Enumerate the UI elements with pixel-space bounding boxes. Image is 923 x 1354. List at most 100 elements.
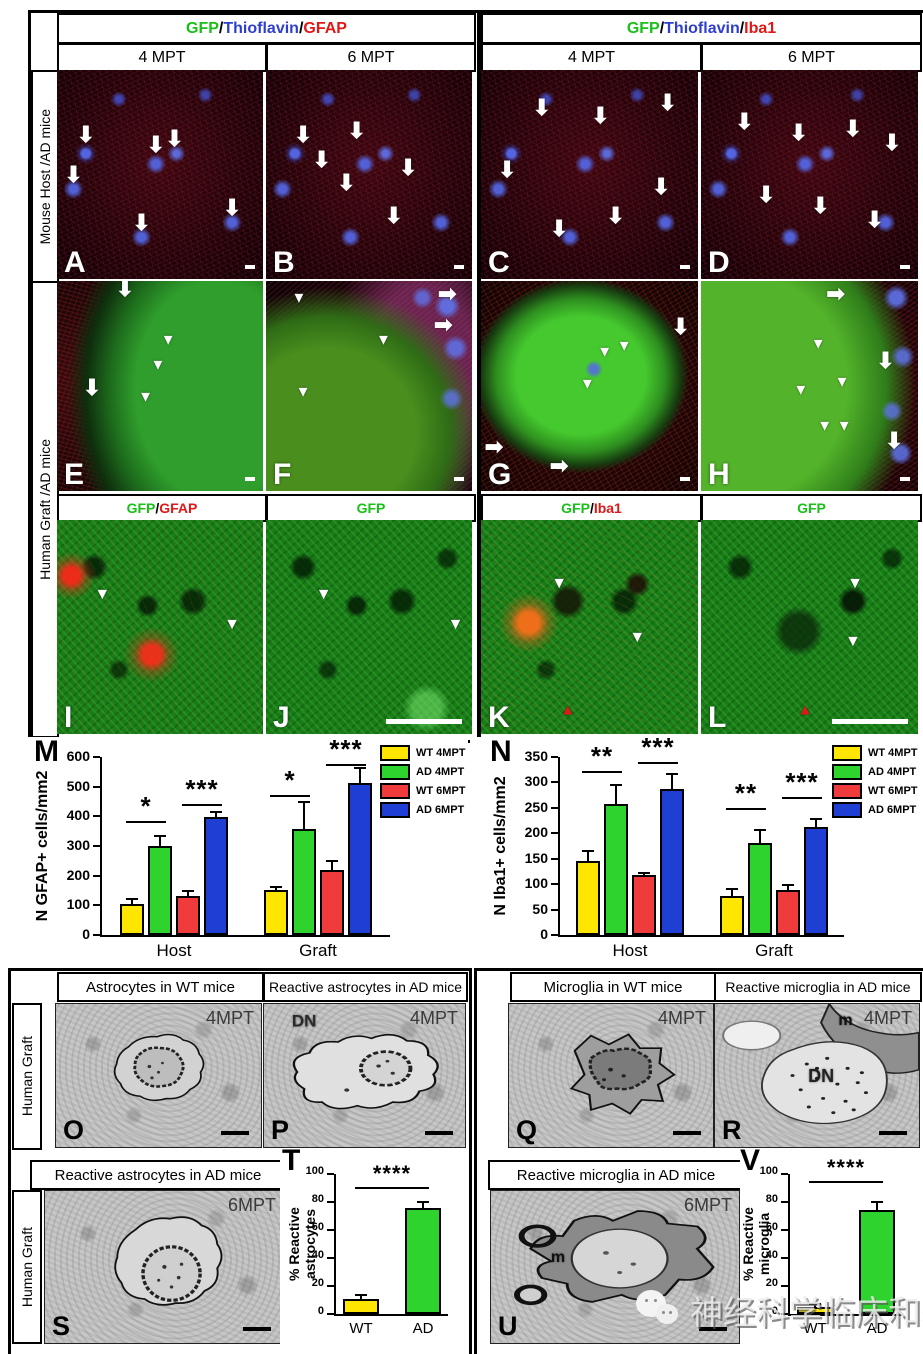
error-bar bbox=[759, 829, 761, 843]
arrowhead-marker-icon: ▼ bbox=[836, 417, 852, 435]
significance-stars: ** bbox=[734, 777, 758, 808]
significance-line bbox=[270, 794, 310, 797]
col-header-4mpt-right: 4 MPT bbox=[481, 43, 702, 72]
y-tick-label: 250 bbox=[524, 798, 548, 815]
y-tick-label: 100 bbox=[524, 875, 548, 892]
significance-line bbox=[126, 820, 166, 823]
y-tick-mark bbox=[551, 806, 558, 809]
scale-bar-em bbox=[673, 1131, 701, 1135]
arrowhead-marker-icon: ▼ bbox=[150, 356, 166, 374]
error-bar bbox=[731, 889, 733, 896]
em-panel-O: O 4MPT bbox=[55, 1003, 262, 1148]
astrocyte-cell-outline bbox=[113, 1034, 205, 1102]
em-panel-R: R 4MPT m DN bbox=[714, 1003, 920, 1148]
y-tick-mark bbox=[93, 934, 100, 936]
fluorescence-panel-F: F ▼ ▼ ▼ ➡ ➡ bbox=[266, 281, 472, 491]
legend-item: AD 4MPT bbox=[832, 764, 916, 780]
panel-letter: U bbox=[498, 1311, 518, 1341]
scale-bar bbox=[245, 477, 255, 481]
header-part: Iba1 bbox=[744, 19, 777, 37]
time-label: 4MPT bbox=[657, 1008, 706, 1028]
significance-stars: ** bbox=[590, 741, 614, 772]
error-bar-cap bbox=[126, 898, 138, 901]
arrowhead-marker-icon: ▼ bbox=[138, 388, 154, 405]
error-bar bbox=[815, 818, 817, 828]
y-axis-label: N Iba1+ cells/mm2 bbox=[492, 776, 509, 916]
panel-letter: F bbox=[273, 458, 292, 491]
header-part: / bbox=[155, 500, 160, 516]
arrowhead-marker-icon: ▼ bbox=[579, 375, 595, 393]
error-bar-cap bbox=[638, 872, 650, 875]
col-header-4mpt-left: 4 MPT bbox=[57, 43, 267, 72]
arrowhead-marker-icon: ▼ bbox=[834, 373, 850, 391]
y-tick-mark bbox=[781, 1257, 788, 1259]
error-bar-cap bbox=[809, 1302, 821, 1305]
em-panel-Q: Q 4MPT bbox=[508, 1003, 714, 1148]
x-category-label: Host bbox=[156, 941, 192, 960]
significance-line bbox=[326, 763, 366, 766]
scale-bar-em bbox=[879, 1131, 907, 1135]
y-axis-label: N GFAP+ cells/mm2 bbox=[34, 770, 51, 922]
row-label-text: Human Graft /AD mice bbox=[37, 439, 53, 580]
bar bbox=[320, 870, 344, 935]
arrow-marker-icon: ⬇ bbox=[882, 130, 902, 156]
arrow-marker-icon: ➡ bbox=[433, 312, 453, 338]
bar bbox=[720, 895, 744, 935]
legend-label: AD 4MPT bbox=[416, 766, 465, 778]
arrow-marker-icon: ⬇ bbox=[398, 155, 418, 181]
y-tick-mark bbox=[93, 874, 100, 877]
row-label-human-graft-em1: Human Graft bbox=[12, 1003, 42, 1150]
arrow-marker-icon: ➡ bbox=[826, 281, 845, 306]
col-header-6mpt-left: 6 MPT bbox=[266, 43, 476, 72]
error-bar-cap bbox=[417, 1201, 429, 1203]
arrowhead-marker-icon: ▼ bbox=[847, 575, 863, 593]
reactive-astrocyte-outline bbox=[113, 1216, 223, 1306]
chart-plot: WT AD **** bbox=[781, 1155, 902, 1337]
legend-label: WT 4MPT bbox=[416, 747, 466, 759]
error-bar bbox=[671, 773, 673, 789]
y-tick-label: 0 bbox=[82, 926, 90, 942]
significance-stars: *** bbox=[185, 774, 219, 805]
chart-letter-M: M bbox=[34, 735, 59, 768]
row-label-human-graft-top: Human Graft /AD mice bbox=[31, 281, 59, 738]
legend-swatch bbox=[380, 802, 410, 818]
em-header-reactive-astro-6mpt: Reactive astrocytes in AD mice bbox=[30, 1160, 286, 1190]
fluorescence-panel-L: L ▼ ▼ ▲ bbox=[701, 520, 918, 734]
arrow-marker-icon: ⬇ bbox=[64, 161, 83, 187]
y-tick-mark bbox=[551, 934, 558, 936]
arrow-marker-icon: ⬇ bbox=[337, 169, 356, 195]
error-bar-cap bbox=[610, 783, 622, 786]
y-tick-label: 300 bbox=[524, 773, 548, 790]
fluorescence-panel-I: I ▼ ▼ bbox=[57, 520, 263, 734]
significance-line bbox=[638, 762, 678, 765]
watermark-text: 神经科学临床和基础 bbox=[690, 1294, 923, 1331]
legend-label: WT 4MPT bbox=[868, 747, 918, 759]
bar bbox=[632, 875, 656, 935]
bar bbox=[859, 1210, 895, 1314]
legend-label: AD 6MPT bbox=[416, 804, 465, 816]
error-bar-cap bbox=[754, 828, 766, 831]
reactive-astrocyte-outline bbox=[292, 1034, 439, 1110]
x-category-label: WT bbox=[803, 1320, 827, 1337]
y-tick-mark bbox=[93, 904, 100, 907]
y-tick-label: 300 bbox=[66, 837, 90, 853]
error-bar bbox=[787, 884, 789, 891]
arrowhead-marker-icon: ▼ bbox=[94, 585, 111, 603]
fluorescence-panel-K: K ▼ ▼ ▲ bbox=[481, 520, 698, 734]
arrow-marker-icon: ⬇ bbox=[532, 94, 551, 120]
bar bbox=[176, 896, 200, 935]
arrow-marker-icon: ➡ bbox=[484, 433, 504, 459]
sub-header-gfp-gfap: GFP / GFAP bbox=[57, 494, 267, 522]
error-bar-cap bbox=[210, 811, 222, 814]
channel-header-iba1: GFP / Thioflavin / Iba1 bbox=[481, 13, 922, 44]
arrow-marker-icon: ⬇ bbox=[606, 203, 625, 229]
significance-line bbox=[809, 1181, 883, 1183]
error-bar bbox=[215, 812, 217, 817]
scale-bar-em bbox=[699, 1327, 727, 1331]
row-label-human-graft-em2: Human Graft bbox=[12, 1190, 42, 1344]
fluorescence-panel-B: B ⬇ ⬇ ⬇ ⬇ ⬇ ⬇ bbox=[266, 70, 472, 279]
error-bar-cap bbox=[810, 817, 822, 820]
arrow-marker-icon: ⬇ bbox=[865, 207, 884, 233]
header-part: GFP bbox=[561, 500, 590, 516]
